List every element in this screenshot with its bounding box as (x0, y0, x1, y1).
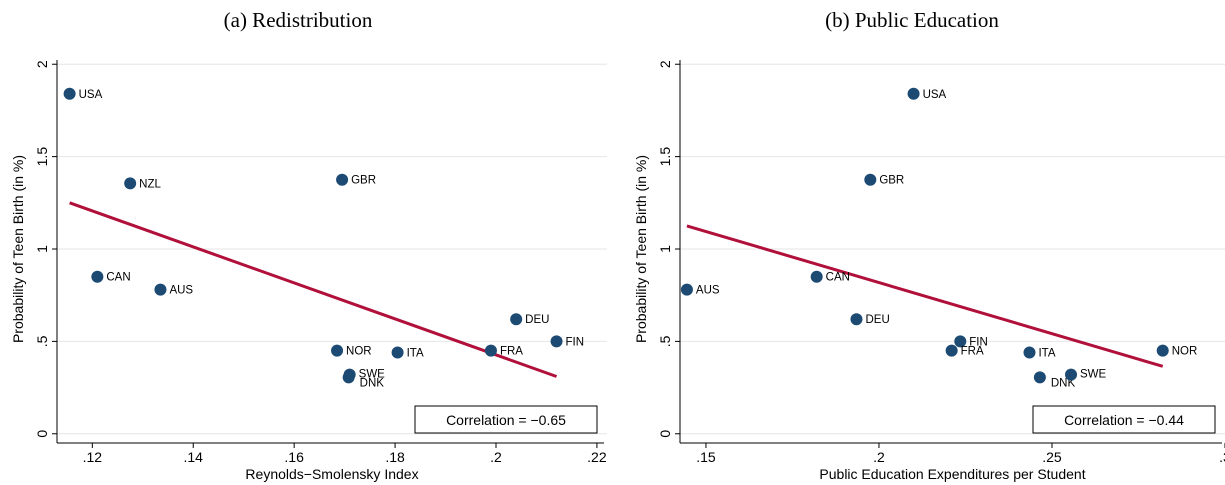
panel-redistribution: 0 .5 1 1.5 2 .12 .14 .16 .18 .2 .22 Reynolds−Smolen… (10, 8, 607, 482)
x-tick-label: .2 (873, 449, 885, 465)
correlation-text: Correlation = −0.44 (1064, 412, 1184, 428)
y-tick-label: 0 (34, 430, 50, 438)
y-tick-label: 0 (657, 430, 673, 438)
point-label-aus: AUS (696, 285, 720, 297)
point-ita (391, 346, 404, 359)
point-label-gbr: GBR (879, 175, 904, 187)
fit-line (686, 224, 1164, 368)
panel-title: (a) Redistribution (224, 8, 373, 32)
y-tick-label: 1.5 (34, 147, 50, 167)
point-label-nor: NOR (346, 346, 372, 358)
point-fra (484, 344, 497, 357)
point-dnk (1033, 371, 1046, 384)
y-tick-label: 1 (34, 245, 50, 253)
point-deu (510, 313, 523, 326)
x-tick-label: .14 (184, 449, 204, 465)
point-label-fra: FRA (961, 346, 984, 358)
point-label-fra: FRA (500, 346, 523, 358)
x-tick-label: .3 (1219, 449, 1225, 465)
point-nor (1156, 344, 1169, 357)
panel-title: (b) Public Education (825, 8, 999, 32)
point-label-can: CAN (106, 272, 130, 284)
point-deu (850, 313, 863, 326)
point-nzl (124, 177, 137, 190)
y-tick-label: 1 (657, 245, 673, 253)
x-axis-title: Public Education Expenditures per Studen… (819, 466, 1085, 482)
panel-public-education: 0 .5 1 1.5 2 .15 .2 .25 .3 Public Education Expen… (633, 8, 1225, 482)
point-gbr (864, 173, 877, 186)
point-label-ita: ITA (407, 347, 424, 359)
correlation-box (1032, 405, 1216, 434)
point-dnk (342, 371, 355, 384)
point-swe (1065, 368, 1078, 381)
x-tick-label: .22 (587, 449, 607, 465)
point-nor (331, 344, 344, 357)
point-aus (154, 283, 167, 296)
point-label-dnk: DNK (360, 377, 385, 389)
point-label-fin: FIN (566, 336, 585, 348)
point-usa (63, 87, 76, 100)
point-label-aus: AUS (169, 285, 193, 297)
point-label-deu: DEU (865, 314, 889, 326)
y-axis-title: Probability of Teen Birth (in %) (10, 155, 26, 343)
point-gbr (336, 173, 349, 186)
point-fin (550, 335, 563, 348)
x-tick-label: .2 (490, 449, 502, 465)
y-tick-label: .5 (34, 335, 50, 347)
point-label-swe: SWE (1080, 369, 1107, 381)
point-label-deu: DEU (525, 314, 549, 326)
point-fra (945, 344, 958, 357)
x-tick-label: .25 (1042, 449, 1062, 465)
point-label-gbr: GBR (351, 175, 376, 187)
point-can (91, 270, 104, 283)
point-can (810, 270, 823, 283)
correlation-text: Correlation = −0.65 (446, 412, 566, 428)
point-label-dnk: DNK (1051, 377, 1076, 389)
y-axis-title: Probability of Teen Birth (in %) (633, 155, 649, 343)
point-label-usa: USA (79, 89, 103, 101)
point-label-swe: SWE (359, 369, 386, 381)
x-tick-label: .15 (696, 449, 716, 465)
y-tick-label: 1.5 (657, 147, 673, 167)
x-axis-title: Reynolds−Smolensky Index (245, 466, 418, 482)
point-label-ita: ITA (1038, 347, 1055, 359)
point-fin (954, 335, 967, 348)
fit-line (69, 201, 558, 378)
x-tick-label: .16 (284, 449, 304, 465)
correlation-box (414, 405, 598, 434)
point-label-fin: FIN (969, 336, 988, 348)
y-tick-label: .5 (657, 335, 673, 347)
point-label-nor: NOR (1172, 346, 1198, 358)
point-ita (1023, 346, 1036, 359)
point-usa (907, 87, 920, 100)
x-tick-label: .12 (83, 449, 103, 465)
point-aus (680, 283, 693, 296)
point-label-nzl: NZL (139, 178, 161, 190)
x-tick-label: .18 (385, 449, 405, 465)
point-label-usa: USA (923, 89, 947, 101)
y-tick-label: 2 (34, 60, 50, 68)
point-label-can: CAN (826, 272, 850, 284)
y-tick-label: 2 (657, 60, 673, 68)
